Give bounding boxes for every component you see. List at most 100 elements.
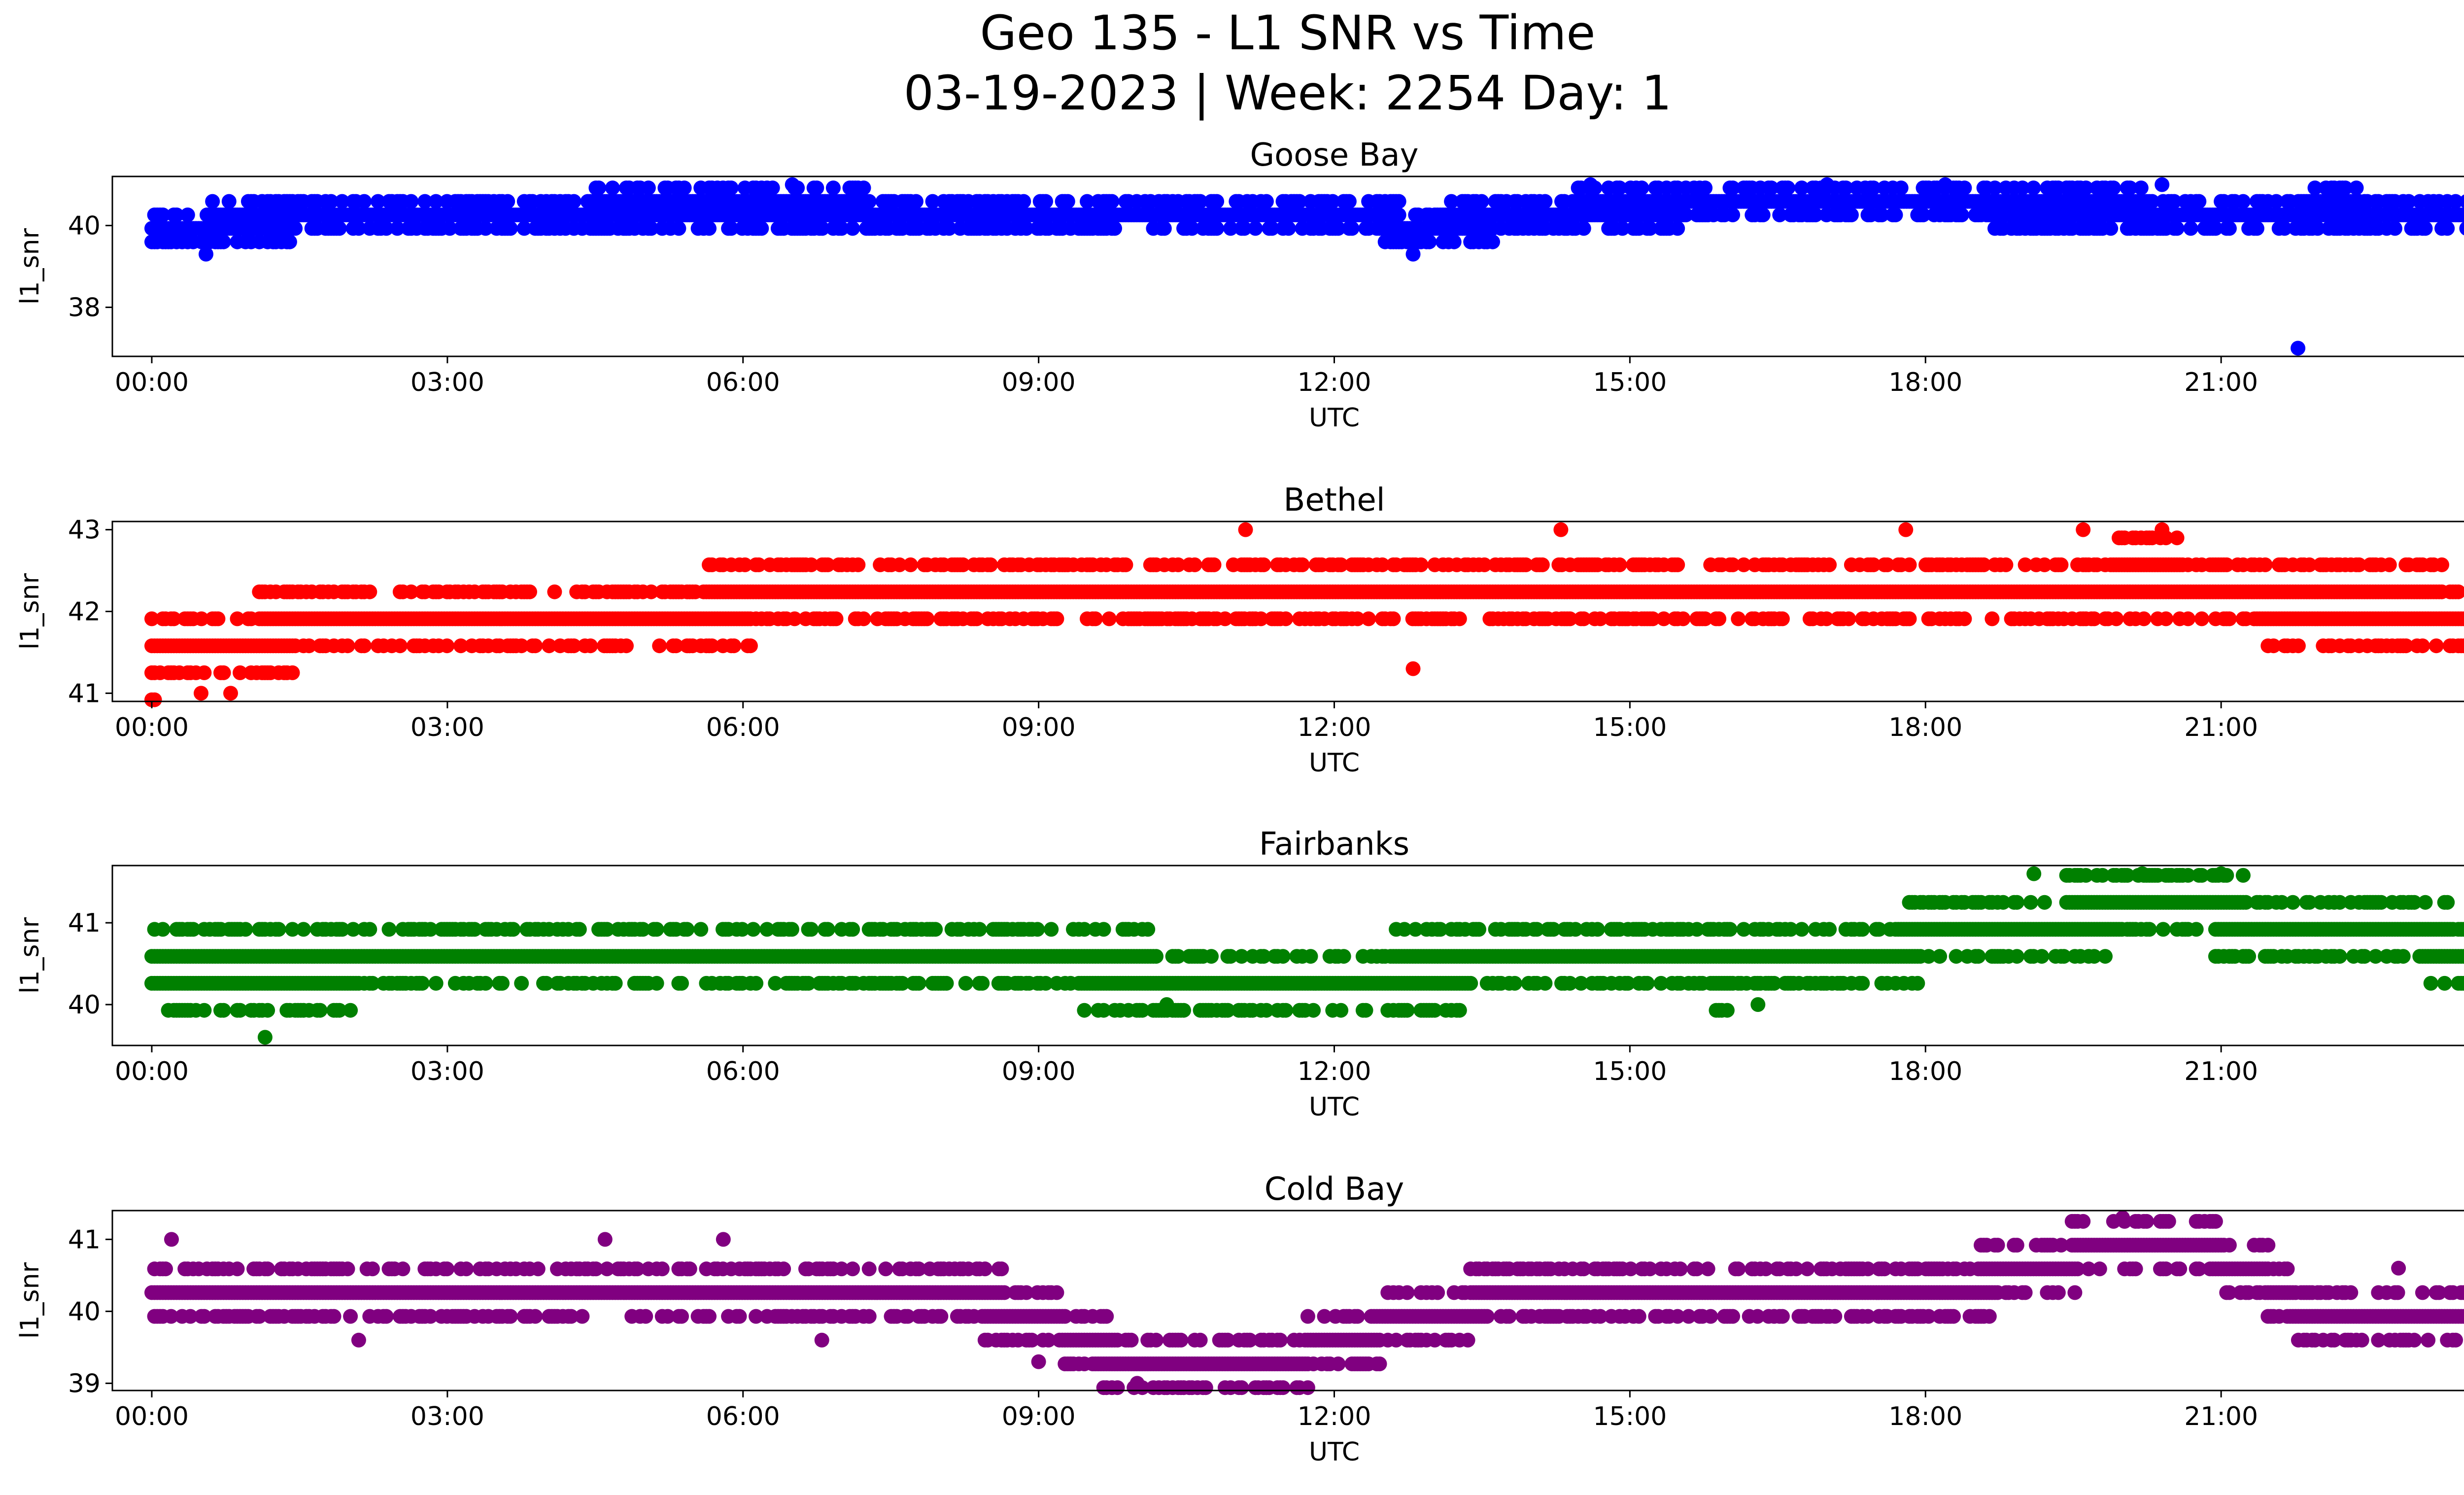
data-point: [1049, 611, 1064, 626]
data-point: [340, 638, 355, 654]
x-tick-label: 15:00: [1593, 713, 1667, 742]
axes-frame: [111, 521, 2464, 702]
series-points: [144, 177, 2464, 356]
data-point: [939, 975, 954, 991]
data-point: [723, 180, 739, 196]
data-point: [288, 221, 303, 236]
data-point: [428, 975, 444, 991]
data-point: [1422, 234, 1437, 249]
data-point: [1452, 1003, 1467, 1018]
data-point: [362, 584, 377, 599]
data-point: [1149, 949, 1164, 964]
data-point: [271, 922, 286, 937]
data-point: [351, 221, 366, 236]
data-point: [1612, 180, 1627, 196]
data-point: [528, 638, 543, 654]
data-point: [1634, 180, 1649, 196]
series-points: [144, 522, 2464, 707]
x-tick-label: 12:00: [1298, 368, 1371, 397]
data-point: [302, 638, 317, 654]
data-point: [892, 557, 907, 572]
data-point: [845, 221, 860, 236]
data-point: [1841, 611, 1856, 626]
data-point: [1553, 522, 1569, 537]
x-tick-label: 06:00: [706, 368, 780, 397]
data-point: [619, 638, 634, 654]
data-point: [784, 922, 799, 937]
data-point: [920, 611, 935, 626]
data-point: [1303, 949, 1318, 964]
data-point: [1060, 194, 1075, 209]
data-point: [1184, 221, 1199, 236]
series-points: [144, 866, 2464, 1045]
data-point: [1391, 208, 1406, 222]
data-point: [1278, 1003, 1294, 1018]
data-point: [1866, 180, 1881, 196]
data-point: [1902, 611, 1917, 626]
data-point: [1477, 557, 1492, 572]
data-point: [583, 638, 598, 654]
data-point: [1538, 975, 1553, 991]
y-tick-label: 38: [68, 293, 101, 322]
data-point: [1140, 922, 1156, 937]
data-point: [749, 975, 764, 991]
data-point: [1775, 611, 1790, 626]
data-point: [2462, 196, 2464, 207]
data-point: [1209, 194, 1225, 209]
data-point: [522, 584, 537, 599]
data-point: [503, 221, 518, 236]
data-point: [1452, 611, 1467, 626]
data-point: [2076, 522, 2091, 537]
data-point: [851, 557, 866, 572]
x-tick-label: 09:00: [1002, 713, 1076, 742]
data-point: [2155, 522, 2170, 537]
data-point: [746, 922, 761, 937]
data-point: [1334, 1003, 1349, 1018]
data-point: [785, 177, 800, 192]
data-point: [674, 975, 689, 991]
data-point: [2208, 221, 2223, 236]
data-point: [1722, 922, 1738, 937]
data-point: [371, 194, 386, 209]
data-point: [2026, 180, 2041, 196]
y-tick-label: 43: [68, 516, 101, 545]
data-point: [608, 975, 623, 991]
data-point: [1265, 221, 1280, 236]
data-point: [1518, 557, 1534, 572]
data-point: [1248, 221, 1263, 236]
data-point: [166, 611, 181, 626]
data-point: [942, 221, 957, 236]
data-point: [2258, 557, 2273, 572]
data-point: [1583, 177, 1598, 192]
data-point: [516, 221, 532, 236]
data-point: [2136, 611, 2152, 626]
data-point: [856, 611, 871, 626]
data-point: [723, 221, 739, 236]
data-point: [1344, 221, 1360, 236]
data-point: [572, 922, 587, 937]
data-point: [147, 692, 162, 707]
data-point: [1187, 557, 1202, 572]
data-point: [2183, 221, 2198, 236]
y-axis-label: l1_snr: [15, 573, 45, 650]
data-point: [1838, 180, 1853, 196]
data-point: [975, 975, 990, 991]
data-point: [323, 194, 339, 209]
data-point: [1764, 180, 1779, 196]
data-point: [1281, 221, 1296, 236]
x-tick-label: 09:00: [1002, 368, 1076, 397]
data-point: [1576, 611, 1591, 626]
data-point: [1176, 1003, 1191, 1018]
data-point: [180, 208, 195, 222]
data-point: [500, 194, 515, 209]
data-point: [911, 975, 926, 991]
data-point: [169, 208, 184, 222]
data-point: [1223, 221, 1238, 236]
data-point: [1405, 246, 1421, 262]
data-point: [1954, 208, 1969, 222]
data-point: [2382, 557, 2397, 572]
x-tick-label: 18:00: [1888, 713, 1962, 742]
data-point: [404, 194, 419, 209]
